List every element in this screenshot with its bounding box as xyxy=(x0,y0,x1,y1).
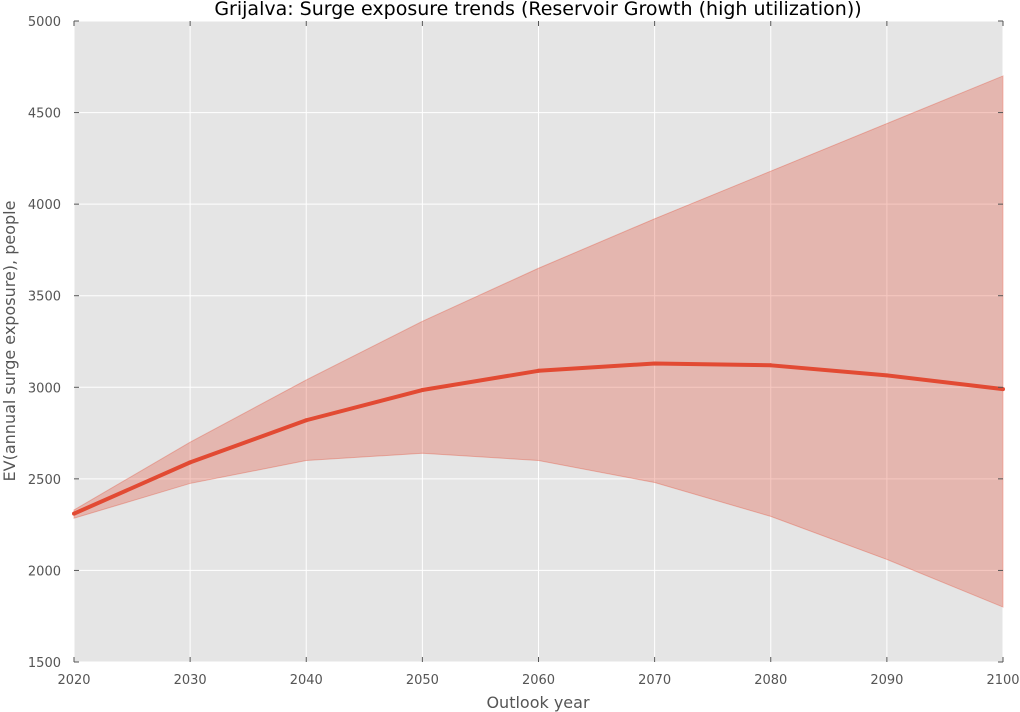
y-tick-label: 2500 xyxy=(28,473,61,488)
x-tick-label: 2070 xyxy=(638,673,671,688)
y-tick-label: 5000 xyxy=(28,15,61,30)
data-point xyxy=(420,388,425,393)
x-tick-label: 2030 xyxy=(174,673,207,688)
data-point xyxy=(1001,387,1005,392)
x-tick-label: 2080 xyxy=(754,673,787,688)
y-tick-label: 2000 xyxy=(28,564,61,579)
x-axis-label: Outlook year xyxy=(486,693,590,712)
x-tick-label: 2060 xyxy=(522,673,555,688)
y-tick-label: 4000 xyxy=(28,198,61,213)
x-tick-label: 2050 xyxy=(406,673,439,688)
x-tick-label: 2100 xyxy=(986,673,1019,688)
x-tick-label: 2020 xyxy=(57,673,90,688)
data-point xyxy=(884,373,889,378)
y-axis-label: EV(annual surge exposure), people xyxy=(0,201,19,482)
x-axis-ticks: 2020 2030 2040 2050 2060 2070 2080 2090 2100 xyxy=(57,21,1020,688)
chart-title: Grijalva: Surge exposure trends (Reservo… xyxy=(214,0,861,20)
y-tick-label: 1500 xyxy=(28,656,61,671)
x-tick-label: 2090 xyxy=(870,673,903,688)
y-tick-label: 3000 xyxy=(28,381,61,396)
data-point xyxy=(72,511,76,516)
confidence-band xyxy=(73,75,1004,608)
data-point xyxy=(652,361,657,366)
confidence-band-layer xyxy=(73,75,1004,608)
data-point xyxy=(188,460,193,465)
x-tick-label: 2040 xyxy=(290,673,323,688)
data-point xyxy=(768,363,773,368)
data-point xyxy=(536,368,541,373)
series-line-layer xyxy=(72,361,1005,516)
y-tick-label: 4500 xyxy=(28,107,61,122)
data-point xyxy=(304,418,309,423)
y-tick-label: 3500 xyxy=(28,290,61,305)
y-axis-ticks: 1500 2000 2500 3000 3500 4000 4500 5000 xyxy=(28,15,1003,671)
